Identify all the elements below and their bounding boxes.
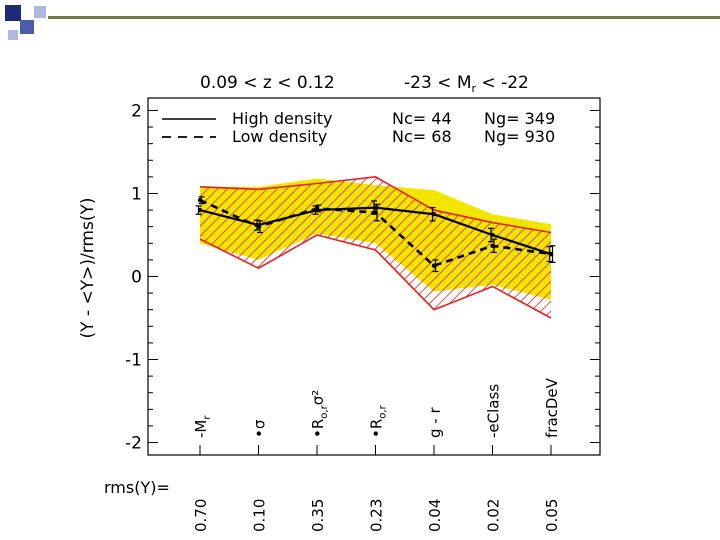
rms-value: 0.02 [485, 499, 503, 532]
rms-value: 0.23 [368, 499, 386, 532]
legend-ng-high: Ng= 349 [484, 109, 555, 128]
legend-nc-high: Nc= 44 [392, 109, 452, 128]
band-low-density-lower [199, 234, 552, 319]
y-tick-label: 0 [131, 268, 142, 288]
deco-square-2 [20, 20, 34, 34]
spread-bands [199, 176, 552, 319]
rms-value: 0.10 [251, 499, 269, 532]
y-axis-label: (Y - <Y>)/rms(Y) [78, 198, 98, 339]
legend-ng-low: Ng= 930 [484, 127, 555, 146]
slide-decoration [5, 5, 720, 40]
y-tick-label: -1 [125, 351, 142, 371]
deco-square-1 [5, 5, 21, 21]
data-point-low [373, 210, 378, 215]
data-point-high [490, 232, 495, 238]
y-tick-label: -2 [125, 434, 142, 454]
y-axis: -2 -1 0 1 2 [125, 101, 600, 454]
x-variable-label: •Ro,r [368, 404, 389, 438]
legend-label-high: High density [232, 109, 333, 128]
deco-square-3 [34, 6, 46, 18]
data-point-low [548, 251, 554, 257]
data-series [195, 196, 556, 273]
title-magnitude: -23 < Mr < -22 [404, 73, 529, 95]
data-point-low [431, 263, 437, 268]
data-point-high [431, 212, 437, 217]
legend: High density Nc= 44 Ng= 349 Low density … [162, 109, 555, 146]
rms-value: 0.04 [426, 499, 444, 532]
legend-nc-low: Nc= 68 [392, 127, 452, 146]
data-point-high [197, 207, 203, 213]
x-variable-label: g - r [426, 407, 444, 438]
title-redshift: 0.09 < z < 0.12 [200, 73, 335, 93]
data-point-low [490, 243, 495, 248]
legend-label-low: Low density [232, 127, 327, 146]
x-variable-label: -eClass [485, 384, 503, 438]
x-variable-label: •σ [251, 419, 269, 438]
x-variable-label: -Mr [192, 415, 213, 438]
deco-rule [48, 16, 720, 19]
x-axis: -Mr 0.70 •σ 0.10 •Ro,rσ² 0.35 •Ro,r 0.23 g - r 0.… [192, 377, 561, 532]
band-low-density-upper [199, 176, 552, 234]
y-tick-label: 2 [131, 101, 142, 121]
data-point-low [197, 197, 203, 203]
rms-value: 0.70 [192, 499, 210, 532]
data-point-low [256, 224, 261, 229]
rms-value: 0.35 [309, 499, 327, 532]
data-point-low [314, 206, 320, 211]
rms-row-label: rms(Y)= [104, 478, 170, 497]
x-variable-label: •Ro,rσ² [309, 390, 330, 438]
rms-value: 0.05 [543, 499, 561, 532]
deco-square-4 [8, 30, 18, 40]
band-low-density-hatch [200, 176, 551, 319]
y-tick-label: 1 [131, 184, 142, 204]
x-variable-label: fracDeV [543, 377, 561, 438]
